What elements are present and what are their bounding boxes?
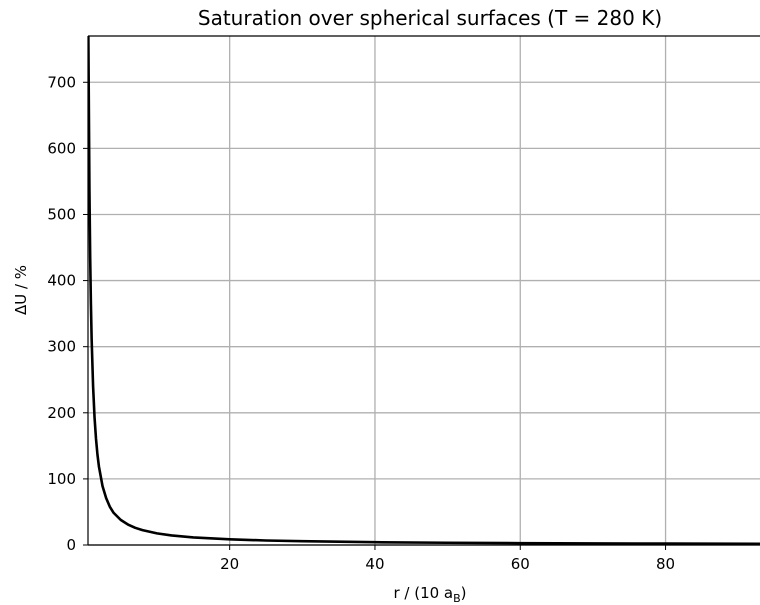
y-axis-label: ΔU / % (12, 265, 30, 315)
axis-ticks: 0 100 200 300 400 500 600 700 20 40 60 80 (47, 73, 675, 573)
y-tick-label: 300 (47, 338, 76, 356)
y-tick-label: 0 (66, 536, 76, 554)
x-tick-label: 80 (656, 555, 675, 573)
y-tick-label: 600 (47, 139, 76, 157)
y-tick-label: 400 (47, 272, 76, 290)
x-tick-label: 40 (365, 555, 384, 573)
grid (88, 36, 760, 546)
x-tick-label: 60 (511, 555, 530, 573)
series-line (88, 36, 760, 545)
y-tick-label: 200 (47, 404, 76, 422)
y-tick-label: 500 (47, 205, 76, 223)
chart-title: Saturation over spherical surfaces (T = … (198, 6, 662, 30)
x-tick-label: 20 (220, 555, 239, 573)
series-layer (88, 36, 760, 545)
x-axis-label: r / (10 aB) (393, 584, 466, 605)
y-tick-label: 100 (47, 470, 76, 488)
y-tick-label: 700 (47, 73, 76, 91)
x-axis-label-close: ) (461, 584, 467, 602)
x-axis-label-subscript: B (453, 592, 461, 605)
